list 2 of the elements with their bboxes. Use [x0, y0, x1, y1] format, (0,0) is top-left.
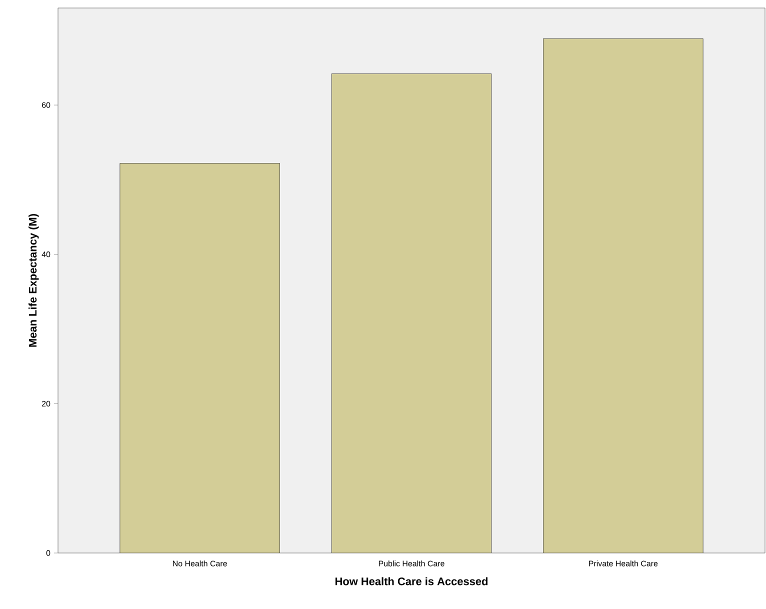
y-axis-title: Mean Life Expectancy (M) — [28, 214, 39, 347]
x-axis-title: How Health Care is Accessed — [335, 577, 488, 586]
